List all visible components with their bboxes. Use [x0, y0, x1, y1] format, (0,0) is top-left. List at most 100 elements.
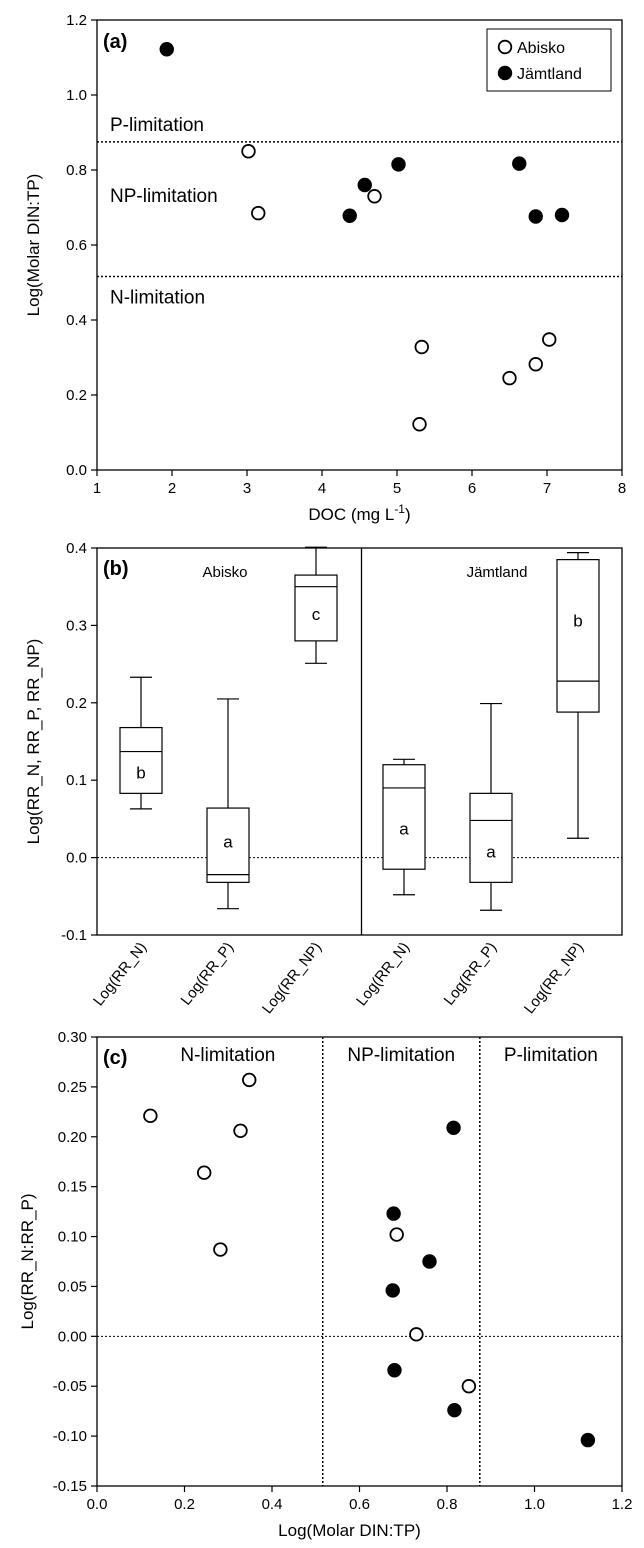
panel-c-ylabel: Log(RR_N:RR_P) — [18, 1193, 37, 1329]
panel-c-point-abisko — [233, 1123, 248, 1138]
panel-b-significance-letter: a — [223, 832, 233, 851]
panel-c-region-label: P-limitation — [504, 1045, 598, 1066]
panel-a-point-jamtland — [391, 157, 406, 172]
panel-c-point-abisko — [143, 1108, 158, 1124]
panel-c-ytick-label: 0.05 — [58, 1278, 87, 1295]
panel-c-xtick-label: 1.0 — [524, 1496, 545, 1513]
panel-a-legend-label: Jämtland — [517, 66, 582, 83]
panel-c-point-abisko — [196, 1165, 212, 1180]
panel-c-point-jamtland — [386, 1206, 401, 1221]
panel-c-point-abisko — [389, 1227, 404, 1242]
panel-a-point-abisko — [528, 357, 543, 372]
panel-a-xtick-label: 4 — [318, 480, 326, 497]
panel-c-xtick-label: 0.6 — [349, 1496, 370, 1513]
panel-a-xtick-label: 5 — [393, 480, 401, 497]
panel-c-xtick-label: 0.8 — [437, 1496, 458, 1513]
panel-c-ytick-label: 0.00 — [58, 1328, 87, 1345]
panel-a-ytick-label: 1.0 — [66, 87, 87, 104]
panel-b-box: a — [382, 758, 426, 896]
panel-c-ytick-label: 0.20 — [58, 1129, 87, 1146]
panel-a-point-abisko — [251, 205, 266, 221]
panel-b-ylabel: Log(RR_N, RR_P, RR_NP) — [24, 639, 43, 845]
panel-a-xtick-label: 8 — [618, 480, 626, 497]
panel-c-ytick-label: 0.25 — [58, 1079, 87, 1096]
panel-c-xtick-label: 0.0 — [87, 1496, 108, 1513]
panel-b-category-label: Log(RR_NP) — [259, 939, 325, 1017]
panel-a-region-label: N-limitation — [110, 288, 205, 309]
panel-c-xtick-label: 0.4 — [262, 1496, 283, 1513]
panel-a-xtick-label: 7 — [543, 480, 551, 497]
panel-c-point-jamtland — [580, 1432, 596, 1448]
panel-c-point-jamtland — [387, 1363, 402, 1378]
panel-c-xlabel: Log(Molar DIN:TP) — [278, 1521, 421, 1540]
panel-b-ytick-label: -0.1 — [61, 927, 87, 944]
panel-c-ytick-label: 0.30 — [58, 1029, 87, 1046]
panel-b-label: (b) — [103, 558, 129, 580]
panel-a-ytick-label: 0.8 — [66, 162, 87, 179]
panel-a-point-abisko — [367, 189, 382, 204]
panel-a-legend-marker — [497, 39, 513, 55]
panel-a-legend-label: Abisko — [517, 40, 565, 57]
panel-c-point-abisko — [461, 1379, 477, 1394]
panel-c-ytick-label: -0.05 — [53, 1378, 87, 1395]
panel-c-ytick-label: -0.10 — [53, 1428, 87, 1445]
panel-a-xtick-label: 2 — [168, 480, 176, 497]
panel-b-category-label: Log(RR_N) — [90, 939, 150, 1009]
panel-b-box-body — [119, 726, 163, 794]
panel-b-category-label: Log(RR_NP) — [521, 939, 587, 1017]
panel-a-ytick-label: 0.6 — [66, 237, 87, 254]
panel-a-point-jamtland — [528, 209, 543, 224]
panel-a-point-abisko — [414, 339, 429, 355]
panel-a-point-jamtland — [512, 156, 527, 171]
panel-a-xtick-label: 6 — [468, 480, 476, 497]
panel-a-point-abisko — [502, 370, 517, 386]
panel-c-label: (c) — [103, 1047, 127, 1069]
panel-a-point-jamtland — [342, 208, 357, 223]
panel-c-ytick-label: 0.10 — [58, 1229, 87, 1246]
panel-b-ytick-label: 0.4 — [66, 540, 87, 557]
panel-b-box: c — [294, 546, 338, 664]
panel-b-box-body — [206, 807, 250, 883]
panel-b-significance-letter: c — [312, 605, 321, 624]
panel-a-region-label: P-limitation — [110, 115, 204, 136]
panel-c-region-label: N-limitation — [180, 1045, 275, 1066]
panel-b-box-body — [556, 559, 600, 713]
panel-c-point-abisko — [242, 1072, 257, 1088]
panel-c-ytick-label: 0.15 — [58, 1179, 87, 1196]
panel-a-point-jamtland — [357, 177, 372, 193]
panel-b-ytick-label: 0.1 — [66, 772, 87, 789]
panel-b-ytick-label: 0.2 — [66, 695, 87, 712]
panel-b-ytick-label: 0.3 — [66, 617, 87, 634]
panel-b-box: b — [119, 676, 163, 810]
panel-a-ytick-label: 1.2 — [66, 12, 87, 29]
panel-a-ytick-label: 0.0 — [66, 462, 87, 479]
panel-b-category-label: Log(RR_N) — [353, 939, 413, 1009]
panel-a-xlabel: DOC (mg L-1) — [308, 502, 410, 524]
panel-a-point-abisko — [542, 332, 557, 347]
panel-b-box: a — [206, 698, 250, 910]
panel-c-point-abisko — [409, 1327, 424, 1342]
panel-a-ylabel: Log(Molar DIN:TP) — [24, 174, 43, 317]
panel-b-significance-letter: a — [399, 820, 409, 839]
panel-b-frame — [96, 547, 623, 936]
panel-a-xtick-label: 1 — [93, 480, 101, 497]
panel-a-ytick-label: 0.2 — [66, 387, 87, 404]
panel-a-legend-box — [486, 28, 612, 92]
panel-c-ytick-label: -0.15 — [53, 1478, 87, 1495]
panel-c-xtick-label: 1.2 — [612, 1496, 633, 1513]
panel-a-point-abisko — [241, 144, 256, 159]
panel-a-point-jamtland — [159, 42, 174, 57]
panel-c-point-jamtland — [385, 1283, 400, 1298]
panel-b-box-body — [469, 792, 513, 883]
panel-a-label: (a) — [103, 31, 127, 53]
panel-b-group-label: Jämtland — [467, 564, 528, 581]
panel-c-point-abisko — [213, 1242, 228, 1257]
panel-b-category-label: Log(RR_P) — [178, 939, 238, 1009]
panel-b-group-label: Abisko — [202, 564, 247, 581]
panel-b-significance-letter: a — [486, 842, 496, 861]
panel-c-region-label: NP-limitation — [347, 1045, 455, 1066]
panel-c-frame — [96, 1036, 623, 1487]
panel-b-significance-letter: b — [136, 763, 145, 782]
panel-c-xtick-label: 0.2 — [174, 1496, 195, 1513]
